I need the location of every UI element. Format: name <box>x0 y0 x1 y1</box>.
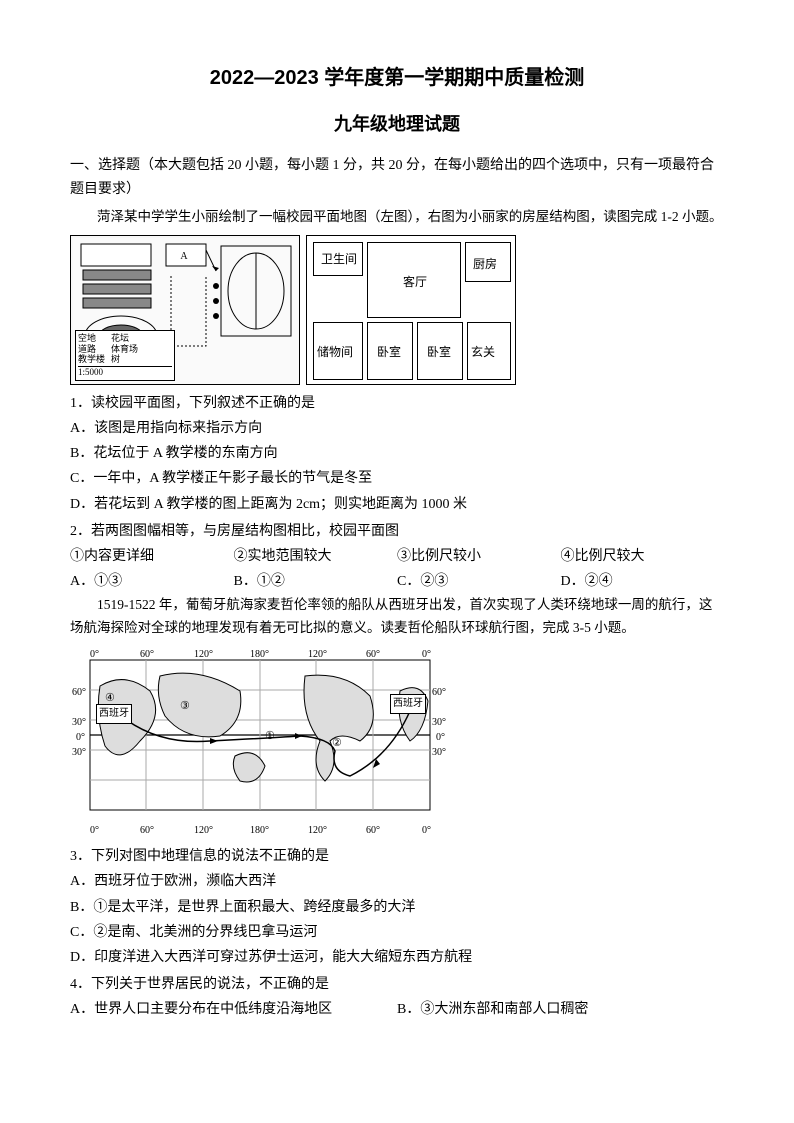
q4-row1: A．世界人口主要分布在中低纬度沿海地区 B．③大洲东部和南部人口稠密 <box>70 997 724 1022</box>
room-entry: 玄关 <box>471 342 495 364</box>
svg-text:①: ① <box>265 730 275 742</box>
lon-120b: 120° <box>308 646 327 664</box>
legend-right: 花坛 体育场 树 <box>111 333 138 365</box>
legend-scale: 1:5000 <box>78 366 172 378</box>
lon-60b-b: 60° <box>366 822 380 840</box>
page-subtitle: 九年级地理试题 <box>70 108 724 140</box>
q1-opt-b: B．花坛位于 A 教学楼的东南方向 <box>70 441 724 466</box>
world-map-figure: ① ② ③ ④ 0° 60° 120° 180° 120° 60° 0° 60°… <box>70 646 450 836</box>
lat-30s-l: 30° <box>72 744 86 762</box>
lat-60n-r: 60° <box>432 684 446 702</box>
room-storage: 储物间 <box>317 342 353 364</box>
lon-0b-b: 0° <box>422 822 431 840</box>
svg-text:③: ③ <box>180 700 190 712</box>
room-bathroom: 卫生间 <box>321 249 357 271</box>
context-2: 1519-1522 年，葡萄牙航海家麦哲伦率领的船队从西班牙出发，首次实现了人类… <box>70 594 724 640</box>
world-map-svg: ① ② ③ ④ <box>70 646 450 836</box>
svg-text:④: ④ <box>105 692 115 704</box>
q3-opt-d: D．印度洋进入大西洋可穿过苏伊士运河，能大大缩短东西方航程 <box>70 945 724 970</box>
lon-180: 180° <box>250 646 269 664</box>
q3-opt-b: B．①是太平洋，是世界上面积最大、跨经度最多的大洋 <box>70 895 724 920</box>
spain-label-left: 西班牙 <box>96 704 132 724</box>
context-1: 菏泽某中学学生小丽绘制了一幅校园平面地图（左图），右图为小丽家的房屋结构图，读图… <box>70 206 724 229</box>
lon-120a-b: 120° <box>194 822 213 840</box>
lon-0b: 0° <box>422 646 431 664</box>
q2-opt-a: A．①③ <box>70 569 234 594</box>
lon-60a-b: 60° <box>140 822 154 840</box>
figure-row-1: A 空地 道路 教学楼 花坛 体育场 树 1:5000 卫生间 <box>70 235 724 385</box>
lat-30s-r: 30° <box>432 744 446 762</box>
svg-text:②: ② <box>332 737 342 749</box>
q3-opt-a: A．西班牙位于欧洲，濒临大西洋 <box>70 869 724 894</box>
lon-60b: 60° <box>366 646 380 664</box>
lon-180-b: 180° <box>250 822 269 840</box>
q2-c1: ①内容更详细 <box>70 544 234 569</box>
q2-conditions: ①内容更详细 ②实地范围较大 ③比例尺较小 ④比例尺较大 <box>70 544 724 569</box>
lon-60a: 60° <box>140 646 154 664</box>
lon-0a: 0° <box>90 646 99 664</box>
q2-c2: ②实地范围较大 <box>234 544 398 569</box>
q2-opt-c: C．②③ <box>397 569 561 594</box>
room-living: 客厅 <box>403 272 427 294</box>
q4-stem: 4．下列关于世界居民的说法，不正确的是 <box>70 972 724 997</box>
q2-opt-b: B．①② <box>234 569 398 594</box>
svg-text:A: A <box>180 251 188 262</box>
room-bed2: 卧室 <box>427 342 451 364</box>
q2-stem: 2．若两图图幅相等，与房屋结构图相比，校园平面图 <box>70 519 724 544</box>
campus-legend: 空地 道路 教学楼 花坛 体育场 树 1:5000 <box>75 330 175 381</box>
campus-map-figure: A 空地 道路 教学楼 花坛 体育场 树 1:5000 <box>70 235 300 385</box>
q1-opt-d: D．若花坛到 A 教学楼的图上距离为 2cm；则实地距离为 1000 米 <box>70 492 724 517</box>
section-1-header: 一、选择题（本大题包括 20 小题，每小题 1 分，共 20 分，在每小题给出的… <box>70 154 724 202</box>
q4-opt-a: A．世界人口主要分布在中低纬度沿海地区 <box>70 997 397 1022</box>
room-kitchen: 厨房 <box>473 254 497 276</box>
lon-0a-b: 0° <box>90 822 99 840</box>
q2-c4: ④比例尺较大 <box>561 544 725 569</box>
q1-stem: 1．读校园平面图，下列叙述不正确的是 <box>70 391 724 416</box>
legend-left: 空地 道路 教学楼 <box>78 333 105 365</box>
q2-c3: ③比例尺较小 <box>397 544 561 569</box>
q1-opt-a: A．该图是用指向标来指示方向 <box>70 416 724 441</box>
q3-stem: 3．下列对图中地理信息的说法不正确的是 <box>70 844 724 869</box>
lon-120a: 120° <box>194 646 213 664</box>
lat-60n-l: 60° <box>72 684 86 702</box>
page-title: 2022—2023 学年度第一学期期中质量检测 <box>70 60 724 96</box>
spain-label-right: 西班牙 <box>390 694 426 714</box>
q2-opt-d: D．②④ <box>561 569 725 594</box>
house-plan-figure: 卫生间 客厅 厨房 储物间 卧室 卧室 玄关 <box>306 235 516 385</box>
q2-options: A．①③ B．①② C．②③ D．②④ <box>70 569 724 594</box>
room-bed1: 卧室 <box>377 342 401 364</box>
lon-120b-b: 120° <box>308 822 327 840</box>
q1-opt-c: C．一年中，A 教学楼正午影子最长的节气是冬至 <box>70 466 724 491</box>
q4-opt-b: B．③大洲东部和南部人口稠密 <box>397 997 724 1022</box>
q3-opt-c: C．②是南、北美洲的分界线巴拿马运河 <box>70 920 724 945</box>
